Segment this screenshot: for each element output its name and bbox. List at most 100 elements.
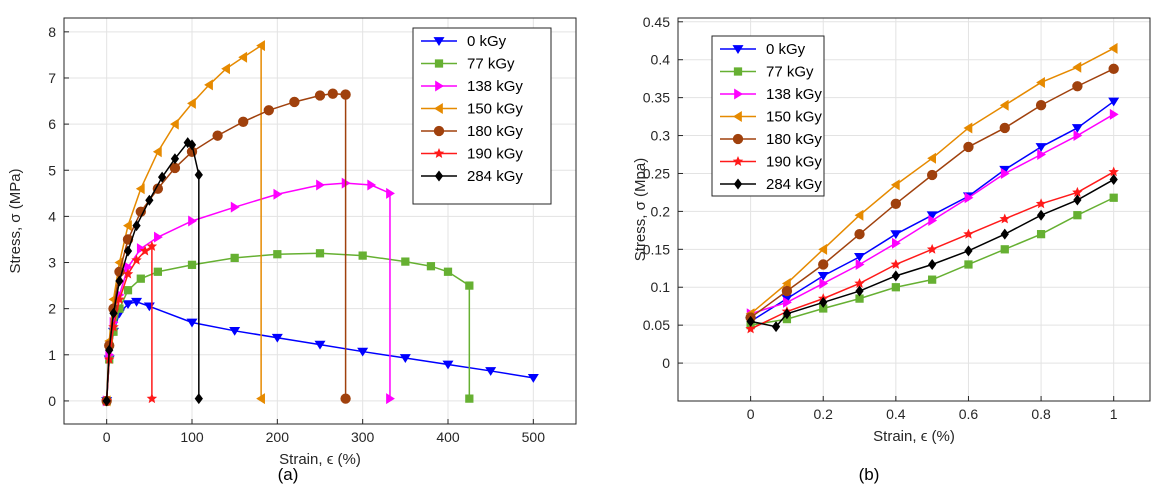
data-point: [105, 344, 114, 356]
y-tick-label: 0.1: [651, 279, 671, 295]
data-point: [854, 228, 865, 240]
data-point: [964, 192, 974, 204]
series-138-kgy: [746, 108, 1119, 320]
legend-marker: [732, 133, 744, 145]
y-tick-label: 2: [48, 301, 56, 317]
data-point: [401, 257, 410, 266]
data-point: [327, 88, 338, 99]
data-point: [256, 393, 265, 405]
data-point: [1000, 245, 1009, 254]
data-point: [855, 285, 864, 297]
legend-marker: [433, 125, 445, 137]
data-point: [1036, 230, 1046, 239]
y-tick-label: 0.35: [643, 90, 670, 106]
data-point: [187, 97, 196, 109]
legend-marker: [732, 156, 744, 166]
data-point: [115, 275, 124, 287]
data-point: [135, 183, 145, 195]
data-point: [1037, 149, 1047, 161]
data-point: [169, 118, 179, 130]
data-point: [114, 293, 125, 304]
data-point: [1035, 143, 1047, 152]
data-point: [854, 209, 864, 221]
data-point: [153, 267, 162, 276]
x-tick-label: 0.2: [813, 406, 833, 422]
data-point: [109, 307, 118, 319]
data-point: [187, 260, 197, 269]
data-point: [1072, 81, 1083, 92]
chart-panel-a: 0 100 200 300 400 500 0 1 2 3 4 5 6 7 8 Strain, ϵ (%) St…: [7, 17, 577, 468]
data-point: [999, 165, 1011, 175]
data-point: [891, 270, 900, 282]
legend-marker: [434, 170, 444, 182]
chart-panel-b: 0 0.2 0.4 0.6 0.8 1 0 0.05 0.1 0.15 0.2 0.25 0.3 0.35…: [632, 14, 1151, 445]
legend: 0 kGy 77 kGy 138 kGy 150 kGy 180 kGy 190 kGy 2…: [711, 35, 825, 197]
y-tick-label: 6: [48, 116, 56, 132]
x-tick-label: 400: [436, 429, 460, 445]
y-tick-label: 0.25: [643, 165, 670, 181]
data-point: [146, 393, 158, 404]
data-point: [256, 40, 265, 52]
x-tick-label: 1: [1110, 406, 1118, 422]
data-point: [818, 243, 828, 255]
data-point: [170, 153, 180, 165]
data-point: [1073, 194, 1082, 206]
data-point: [1073, 130, 1083, 142]
data-point: [194, 169, 203, 181]
data-point: [1108, 97, 1120, 107]
data-point: [782, 308, 792, 320]
axes-frame: [63, 17, 577, 425]
legend-label: 284 kGy: [467, 168, 523, 185]
data-point: [891, 283, 900, 292]
y-tick-label: 0: [662, 355, 670, 371]
legend-marker: [435, 80, 444, 92]
data-point: [745, 323, 756, 334]
data-point: [123, 286, 133, 295]
data-point: [102, 395, 111, 407]
y-tick-label: 1: [48, 347, 56, 363]
data-point: [1073, 211, 1082, 220]
data-point: [136, 274, 145, 283]
legend-label: 0 kGy: [766, 41, 806, 58]
x-tick-label: 0: [747, 406, 755, 422]
data-point: [399, 354, 411, 363]
data-point: [123, 245, 133, 257]
legend-label: 180 kGy: [467, 123, 523, 140]
data-point: [386, 187, 395, 199]
legend-marker: [433, 37, 445, 46]
data-point: [964, 245, 973, 257]
data-point: [188, 215, 197, 227]
y-tick-label: 0.3: [651, 128, 671, 144]
legend-label: 180 kGy: [766, 131, 822, 148]
data-point: [357, 347, 369, 357]
legend-label: 190 kGy: [467, 146, 523, 163]
data-point: [999, 122, 1010, 134]
data-point: [926, 169, 938, 181]
data-point: [927, 152, 937, 164]
data-point: [315, 249, 325, 258]
data-point: [783, 296, 792, 308]
data-point: [1036, 76, 1045, 88]
data-point: [194, 393, 203, 405]
legend-marker: [733, 67, 743, 76]
x-tick-label: 0.6: [959, 406, 979, 422]
data-point: [204, 79, 213, 91]
legend-label: 77 kGy: [467, 56, 515, 73]
data-point: [263, 105, 274, 116]
y-tick-label: 0: [48, 393, 56, 409]
data-point: [340, 393, 351, 404]
data-point: [963, 122, 973, 134]
data-point: [358, 251, 367, 260]
series-284-kgy: [746, 174, 1118, 333]
x-axis-label: Strain, ϵ (%): [873, 428, 955, 445]
data-point: [314, 340, 326, 350]
data-point: [115, 304, 124, 313]
data-point: [108, 321, 119, 332]
data-point: [1071, 124, 1083, 133]
legend-marker: [734, 88, 743, 100]
x-tick-label: 0: [103, 429, 111, 445]
data-point: [890, 179, 900, 191]
legend-label: 284 kGy: [766, 176, 822, 193]
series-284-kgy: [102, 137, 203, 407]
